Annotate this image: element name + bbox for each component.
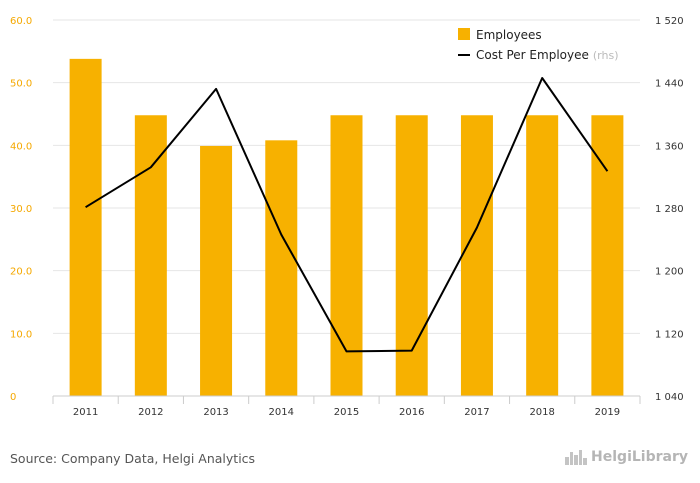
left-tick-label: 50.0	[10, 79, 32, 90]
right-tick-label: 1 040	[655, 392, 684, 403]
x-tick-label: 2013	[203, 407, 228, 418]
legend-line-label: Cost Per Employee (rhs)	[476, 48, 619, 62]
left-tick-label: 20.0	[10, 267, 32, 278]
x-tick-label: 2016	[399, 407, 424, 418]
x-tick-label: 2018	[529, 407, 554, 418]
bar	[460, 115, 493, 397]
legend-bar-swatch	[458, 28, 470, 40]
right-tick-label: 1 440	[655, 79, 684, 90]
x-tick-label: 2017	[464, 407, 489, 418]
line-series	[85, 77, 609, 353]
left-tick-label: 60.0	[10, 16, 32, 27]
logo-text: HelgiLibrary	[591, 449, 688, 465]
chart-svg: 2011 2012 2013 2014 2015 2016 2017 2018 2019 0 10…	[10, 16, 684, 418]
legend: Employees Cost Per Employee (rhs)	[458, 28, 619, 62]
bar	[265, 140, 298, 396]
right-tick-label: 1 280	[655, 204, 684, 215]
bar	[69, 58, 102, 396]
right-tick-label: 1 360	[655, 141, 684, 152]
right-axis: 1 040 1 120 1 200 1 280 1 360 1 440 1 520	[655, 16, 684, 403]
legend-bar-label: Employees	[476, 28, 542, 42]
left-tick-label: 0	[10, 392, 16, 403]
legend-line-suffix: (rhs)	[593, 49, 619, 62]
source-note: Source: Company Data, Helgi Analytics	[10, 451, 256, 466]
bar	[526, 115, 559, 397]
legend-line-label-text: Cost Per Employee	[476, 48, 589, 62]
city-skyline-icon	[565, 450, 588, 465]
bar	[200, 145, 233, 396]
bar	[591, 115, 624, 397]
right-tick-label: 1 520	[655, 16, 684, 27]
right-tick-label: 1 200	[655, 267, 684, 278]
x-tick-label: 2011	[73, 407, 98, 418]
left-tick-label: 10.0	[10, 329, 32, 340]
bar	[330, 115, 363, 397]
x-tick-label: 2014	[269, 407, 294, 418]
x-tick-label: 2019	[595, 407, 620, 418]
helgi-library-logo[interactable]: HelgiLibrary	[565, 449, 688, 465]
left-tick-label: 30.0	[10, 204, 32, 215]
bar	[395, 115, 428, 397]
x-tick-label: 2015	[334, 407, 359, 418]
x-axis: 2011 2012 2013 2014 2015 2016 2017 2018 2019	[52, 395, 641, 418]
bar-series	[69, 58, 624, 397]
bar	[134, 115, 167, 397]
right-tick-label: 1 120	[655, 329, 684, 340]
left-tick-label: 40.0	[10, 141, 32, 152]
left-axis: 0 10.0 20.0 30.0 40.0 50.0 60.0	[10, 16, 32, 403]
x-tick-label: 2012	[138, 407, 163, 418]
